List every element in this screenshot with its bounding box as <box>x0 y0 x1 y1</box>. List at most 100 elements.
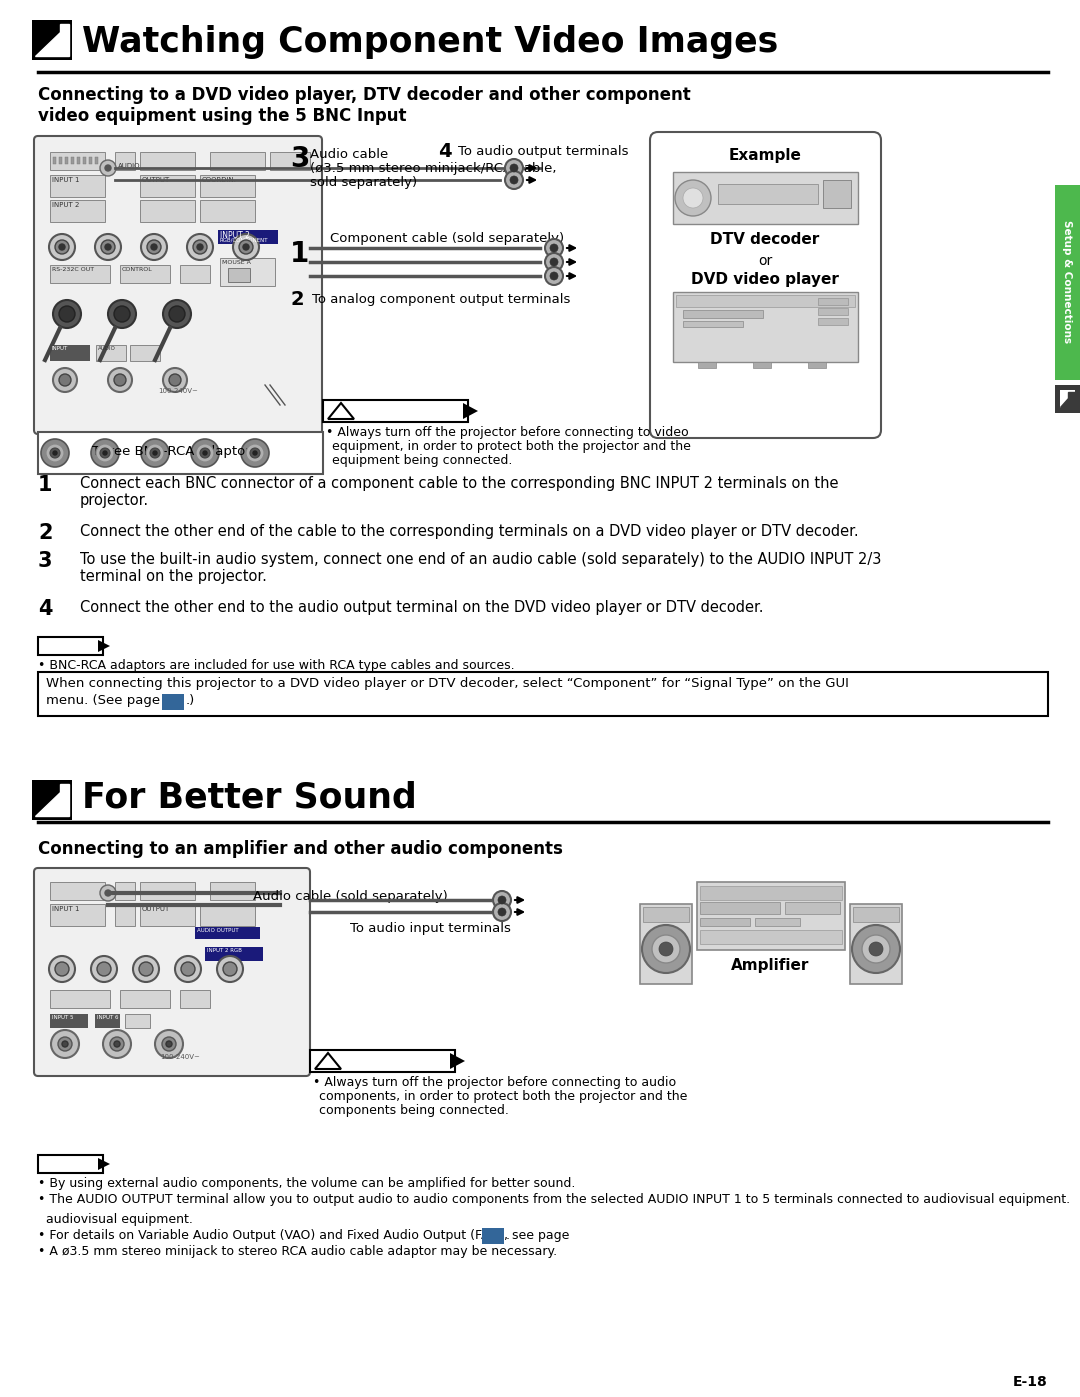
Circle shape <box>114 374 126 386</box>
Text: INPUT 5: INPUT 5 <box>52 1016 73 1020</box>
Circle shape <box>55 963 69 977</box>
Bar <box>50 904 105 926</box>
Text: AUDIO: AUDIO <box>98 346 116 351</box>
Circle shape <box>95 235 121 260</box>
Circle shape <box>550 244 558 251</box>
Text: E-18: E-18 <box>1013 1375 1048 1389</box>
Text: 47: 47 <box>164 694 181 708</box>
Circle shape <box>510 163 518 172</box>
Text: Amplifier: Amplifier <box>731 958 809 972</box>
Circle shape <box>545 253 563 271</box>
Bar <box>50 1014 87 1028</box>
Circle shape <box>108 300 136 328</box>
Bar <box>323 400 468 422</box>
Circle shape <box>652 935 680 963</box>
Bar <box>200 200 255 222</box>
Circle shape <box>162 1037 176 1051</box>
Circle shape <box>100 886 116 901</box>
Polygon shape <box>315 1053 341 1069</box>
Circle shape <box>862 935 890 963</box>
Circle shape <box>100 161 116 176</box>
Circle shape <box>50 448 60 458</box>
Circle shape <box>59 306 75 321</box>
FancyBboxPatch shape <box>650 131 881 439</box>
Circle shape <box>114 1041 120 1046</box>
Bar <box>140 152 195 170</box>
Text: INPUT 1: INPUT 1 <box>52 907 80 912</box>
Bar <box>162 694 184 710</box>
Polygon shape <box>98 640 110 652</box>
Bar <box>120 990 170 1009</box>
Bar <box>218 231 278 244</box>
Bar <box>700 902 780 914</box>
Text: • A ø3.5 mm stereo minijack to stereo RCA audio cable adaptor may be necessary.: • A ø3.5 mm stereo minijack to stereo RC… <box>38 1245 557 1259</box>
Text: • The AUDIO OUTPUT terminal allow you to output audio to audio components from t: • The AUDIO OUTPUT terminal allow you to… <box>38 1193 1070 1206</box>
Bar <box>125 1014 150 1028</box>
Circle shape <box>108 367 132 393</box>
Bar <box>697 882 845 950</box>
Bar <box>120 265 170 284</box>
Text: Setup & Connections: Setup & Connections <box>1062 221 1072 344</box>
Bar <box>808 362 826 367</box>
Circle shape <box>168 374 181 386</box>
Circle shape <box>233 235 259 260</box>
Circle shape <box>114 306 130 321</box>
Text: • For details on Variable Audio Output (VAO) and Fixed Audio Output (FAO), see p: • For details on Variable Audio Output (… <box>38 1229 573 1242</box>
Circle shape <box>46 444 64 462</box>
Circle shape <box>239 240 253 254</box>
Text: INPUT 1: INPUT 1 <box>52 177 80 183</box>
Circle shape <box>505 159 523 177</box>
Bar <box>95 1014 120 1028</box>
Text: Connecting to a DVD video player, DTV decoder and other component
video equipmen: Connecting to a DVD video player, DTV de… <box>38 87 691 124</box>
FancyBboxPatch shape <box>33 136 322 434</box>
Text: equipment, in order to protect both the projector and the: equipment, in order to protect both the … <box>332 440 691 453</box>
Circle shape <box>683 189 703 208</box>
Bar <box>755 918 800 926</box>
Text: 100-240V~: 100-240V~ <box>160 1053 200 1060</box>
Text: COORDIN.: COORDIN. <box>202 177 237 183</box>
Circle shape <box>91 439 119 467</box>
Bar <box>823 180 851 208</box>
Circle shape <box>492 902 511 921</box>
Circle shape <box>91 956 117 982</box>
Text: 3: 3 <box>291 145 309 173</box>
Circle shape <box>550 272 558 279</box>
Bar <box>827 184 829 191</box>
Bar <box>700 886 842 900</box>
Text: 4: 4 <box>38 599 53 619</box>
Circle shape <box>505 170 523 189</box>
Circle shape <box>243 244 249 250</box>
Bar <box>50 175 105 197</box>
Circle shape <box>550 258 558 265</box>
Bar <box>210 882 255 900</box>
Text: To audio output terminals: To audio output terminals <box>458 145 629 158</box>
Text: audiovisual equipment.: audiovisual equipment. <box>38 1213 193 1227</box>
Text: Connecting to an amplifier and other audio components: Connecting to an amplifier and other aud… <box>38 840 563 858</box>
Bar <box>700 918 750 926</box>
Bar <box>95 156 98 163</box>
Circle shape <box>133 956 159 982</box>
Bar <box>130 345 160 360</box>
Text: CAUTION: CAUTION <box>343 1053 409 1066</box>
Bar <box>180 265 210 284</box>
Bar <box>1055 184 1080 380</box>
Text: • Always turn off the projector before connecting to video: • Always turn off the projector before c… <box>326 426 689 439</box>
Text: 1: 1 <box>38 475 53 495</box>
Bar <box>698 362 716 367</box>
Circle shape <box>110 1037 124 1051</box>
Bar <box>38 637 103 655</box>
Polygon shape <box>35 24 69 56</box>
Circle shape <box>103 451 107 455</box>
Text: Connect each BNC connector of a component cable to the corresponding BNC INPUT 2: Connect each BNC connector of a componen… <box>80 476 838 490</box>
Circle shape <box>156 1030 183 1058</box>
Bar <box>676 295 855 307</box>
Bar <box>205 947 264 961</box>
Circle shape <box>200 448 210 458</box>
Bar <box>50 200 105 222</box>
Text: Three BNC-RCA adaptors: Three BNC-RCA adaptors <box>92 446 258 458</box>
Bar <box>683 321 743 327</box>
Bar <box>77 156 80 163</box>
Bar <box>114 904 135 926</box>
Circle shape <box>100 448 110 458</box>
Circle shape <box>53 300 81 328</box>
